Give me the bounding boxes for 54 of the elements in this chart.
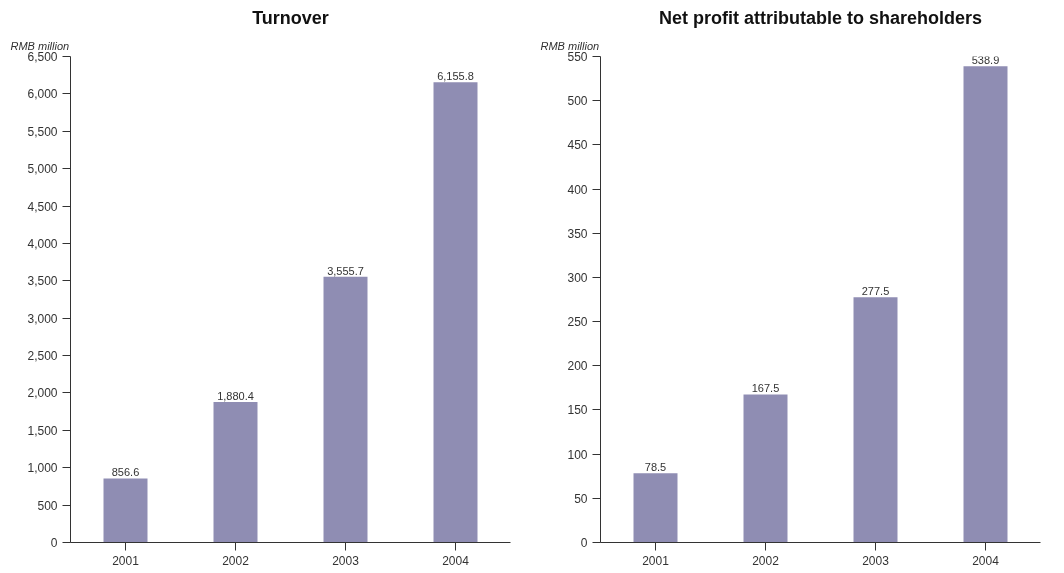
data-label: 1,880.4 xyxy=(217,389,254,402)
bar xyxy=(213,401,258,543)
bar xyxy=(963,66,1008,543)
y-tick-label: 1,500 xyxy=(27,423,58,438)
data-label: 78.5 xyxy=(644,461,667,474)
bar xyxy=(103,478,148,543)
y-tick-label: 1,000 xyxy=(27,461,58,476)
y-tick-label: 200 xyxy=(567,359,588,374)
y-tick-label: 300 xyxy=(567,270,588,285)
data-label: 538.9 xyxy=(971,54,1000,67)
bar xyxy=(633,473,678,543)
x-tick-label: 2003 xyxy=(332,553,360,568)
y-tick-label: 3,500 xyxy=(27,274,58,289)
y-tick-label: 4,500 xyxy=(27,199,58,214)
y-tick-label: 100 xyxy=(567,447,588,462)
y-tick-label: 0 xyxy=(50,536,58,550)
data-label: 6,155.8 xyxy=(437,70,474,83)
y-tick-label: 500 xyxy=(567,94,588,109)
y-tick-label: 450 xyxy=(567,138,588,153)
x-tick-label: 2001 xyxy=(642,553,670,568)
chart-title: Turnover xyxy=(252,7,329,28)
y-tick-label: 6,000 xyxy=(27,87,58,102)
bar xyxy=(743,394,788,543)
x-tick-label: 2002 xyxy=(222,553,250,568)
bar xyxy=(853,297,898,543)
x-tick-label: 2001 xyxy=(112,553,140,568)
bar xyxy=(433,82,478,543)
y-tick-label: 0 xyxy=(580,536,588,550)
y-tick-label: 5,500 xyxy=(27,124,58,139)
y-tick-label: 6,500 xyxy=(27,50,58,64)
data-label: 277.5 xyxy=(861,285,890,298)
y-tick-label: 4,000 xyxy=(27,236,58,251)
y-axis-title: RMB million xyxy=(540,39,600,52)
x-tick-label: 2004 xyxy=(972,553,1000,568)
y-tick-label: 5,000 xyxy=(27,162,58,177)
x-tick-label: 2004 xyxy=(442,553,470,568)
y-tick-label: 50 xyxy=(574,491,588,506)
x-tick-label: 2002 xyxy=(752,553,780,568)
y-tick-label: 400 xyxy=(567,182,588,197)
y-tick-label: 150 xyxy=(567,403,588,418)
chart-title: Net profit attributable to shareholders xyxy=(658,7,983,28)
y-tick-label: 250 xyxy=(567,315,588,330)
y-tick-label: 500 xyxy=(37,498,58,513)
y-tick-label: 550 xyxy=(567,50,588,64)
y-tick-label: 2,000 xyxy=(27,386,58,401)
x-tick-label: 2003 xyxy=(862,553,890,568)
data-label: 167.5 xyxy=(751,382,780,395)
y-axis-title: RMB million xyxy=(10,39,70,52)
y-tick-label: 3,000 xyxy=(27,311,58,326)
data-label: 856.6 xyxy=(111,466,140,479)
data-label: 3,555.7 xyxy=(327,264,364,277)
y-tick-label: 2,500 xyxy=(27,349,58,364)
y-tick-label: 350 xyxy=(567,226,588,241)
bar xyxy=(323,276,368,543)
